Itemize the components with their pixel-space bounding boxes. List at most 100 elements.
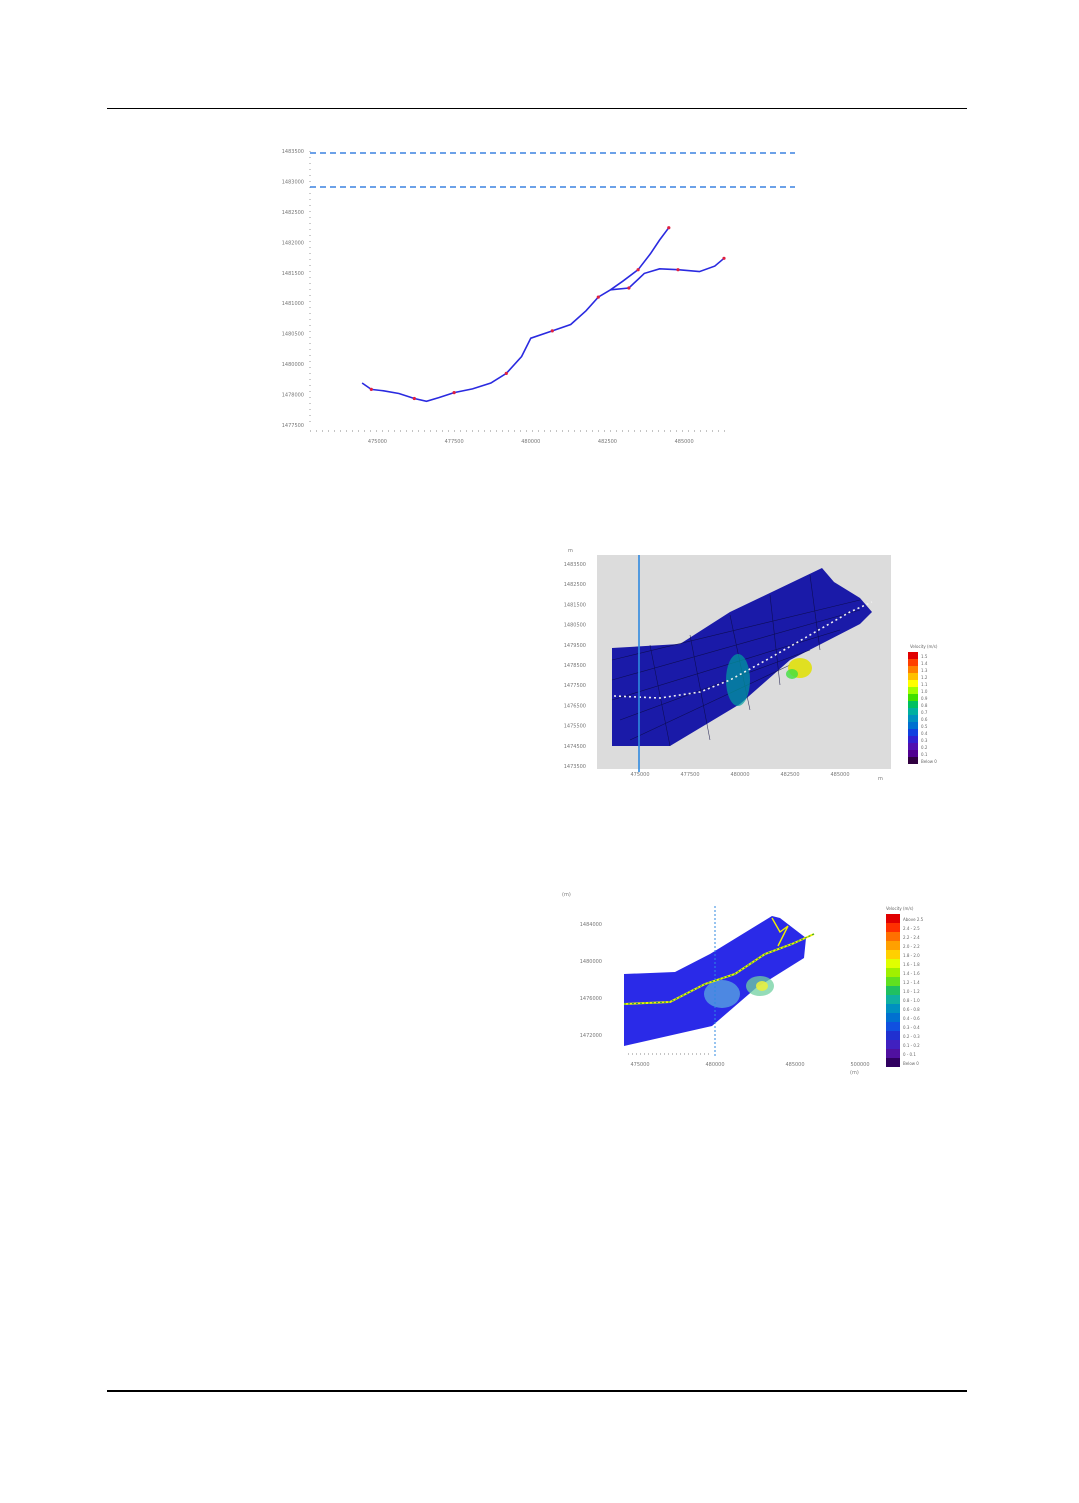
legend-swatch: [886, 923, 900, 932]
legend-swatch: [886, 1040, 900, 1049]
x-tick-label: 477500: [680, 772, 699, 778]
y-tick-label: 1480500: [564, 623, 586, 629]
legend-swatch: [908, 687, 918, 694]
x-tick-label: 480000: [730, 772, 749, 778]
legend-swatch: [908, 708, 918, 715]
data-series: [361, 226, 726, 403]
y-tick-label: 1484000: [580, 922, 602, 928]
legend-label: 1.2: [921, 675, 928, 680]
legend-swatch: [886, 1058, 900, 1067]
velocity-zone-peak: [786, 669, 798, 679]
velocity-legend: Velocity (m/s) Above 2.5 2.4 - 2.5 2.2 - 2…: [886, 906, 924, 1067]
legend-swatch: [908, 680, 918, 687]
data-point: [676, 268, 680, 272]
legend-swatch: [886, 1031, 900, 1040]
legend-swatch: [886, 986, 900, 995]
legend-title: Velocity (m/s): [886, 906, 914, 911]
legend-swatch: [886, 914, 900, 923]
series-line: [361, 227, 670, 403]
x-tick-label: 475000: [630, 772, 649, 778]
legend-swatch: [908, 673, 918, 680]
legend-label: 0.8: [921, 703, 928, 708]
data-point: [504, 371, 508, 375]
x-tick-labels: 475000 480000 485000 500000: [630, 1062, 869, 1068]
tributary-line: [771, 917, 789, 947]
legend-swatch: [908, 750, 918, 757]
y-tick-labels: 1483500 1482500 1481500 1480500 1479500 14785…: [564, 562, 586, 770]
legend-swatch: [886, 1004, 900, 1013]
x-axis-label: m: [878, 776, 883, 782]
y-tick-label: 1481500: [564, 602, 586, 608]
x-tick-label: 477500: [445, 439, 464, 445]
y-axis-label: (m): [562, 892, 571, 898]
y-tick-label: 1482500: [564, 582, 586, 588]
legend-label: 0.2 - 0.3: [903, 1034, 920, 1039]
legend-label: 1.4: [921, 661, 928, 666]
legend-swatch: [886, 1022, 900, 1031]
y-tick-label: 1475500: [564, 724, 586, 730]
y-tick-label: 1477500: [564, 683, 586, 689]
legend-label: 0.6: [921, 717, 928, 722]
y-tick-label: 1473500: [564, 764, 586, 770]
legend-swatch: [908, 694, 918, 701]
legend-swatch: [908, 757, 918, 764]
legend-swatch: [886, 932, 900, 941]
legend-swatch: [908, 736, 918, 743]
y-tick-labels: 1484000 1480000 1476000 1472000: [580, 922, 602, 1039]
legend-label: 2.2 - 2.4: [903, 935, 920, 940]
y-tick-label: 1483500: [564, 562, 586, 568]
data-point: [722, 256, 726, 260]
y-tick-label: 1482500: [282, 210, 304, 216]
legend-swatch: [886, 950, 900, 959]
velocity-contour-map: (m) (m) 1484000 1480000 1476000 1472000 475…: [562, 892, 924, 1076]
legend-label: 1.0: [921, 689, 928, 694]
velocity-mesh-map: m m 148350014825001481500148050014795001…: [564, 548, 938, 782]
data-point: [412, 396, 416, 401]
legend-label: 1.3: [921, 668, 928, 673]
x-tick-label: 475000: [630, 1062, 649, 1068]
x-axis-label: (m): [850, 1070, 859, 1076]
x-tick-label: 480000: [705, 1062, 724, 1068]
y-tick-label: 1481500: [282, 271, 304, 277]
data-point: [627, 286, 631, 290]
x-tick-label: 485000: [675, 439, 694, 445]
legend-swatch: [886, 1013, 900, 1022]
legend-label: 1.5: [921, 654, 928, 659]
y-tick-label: 1478000: [282, 393, 304, 399]
legend-label: 2.0 - 2.2: [903, 944, 920, 949]
legend-label: 2.4 - 2.5: [903, 926, 920, 931]
legend-swatch: [908, 743, 918, 750]
y-tick-label: 1474500: [564, 744, 586, 750]
legend-label: 1.4 - 1.6: [903, 971, 920, 976]
y-tick-label: 1478500: [564, 663, 586, 669]
x-tick-label: 482500: [780, 772, 799, 778]
legend-swatch: [886, 977, 900, 986]
x-tick-label: 485000: [830, 772, 849, 778]
y-tick-label: 1477500: [282, 423, 304, 429]
velocity-zone-mid: [704, 980, 740, 1008]
legend-swatch: [908, 666, 918, 673]
legend-swatch: [886, 968, 900, 977]
legend-label: 0.7: [921, 710, 928, 715]
legend-label: 1.1: [921, 682, 928, 687]
y-tick-label: 1472000: [580, 1033, 602, 1039]
data-point: [636, 268, 640, 272]
y-tick-label: 1479500: [564, 643, 586, 649]
x-tick-label: 475000: [368, 439, 387, 445]
y-tick-label: 1480000: [580, 959, 602, 965]
legend-swatch: [886, 941, 900, 950]
channel-markers: [623, 933, 815, 1005]
x-tick-label: 485000: [785, 1062, 804, 1068]
legend-label: 0.4: [921, 731, 928, 736]
data-point: [550, 329, 554, 333]
channel-centerline: [613, 601, 873, 699]
y-tick-label: 1480500: [282, 332, 304, 338]
legend-swatch: [908, 729, 918, 736]
data-point: [452, 391, 456, 395]
reference-lines: [310, 152, 795, 188]
legend-swatch: [886, 959, 900, 968]
y-tick-label: 1476000: [580, 996, 602, 1002]
legend-label: 0.9: [921, 696, 928, 701]
trajectory-line-chart: 1477500 1478000 1480000 1480500 1481000 14815…: [282, 149, 795, 445]
legend-swatch: [908, 652, 918, 659]
